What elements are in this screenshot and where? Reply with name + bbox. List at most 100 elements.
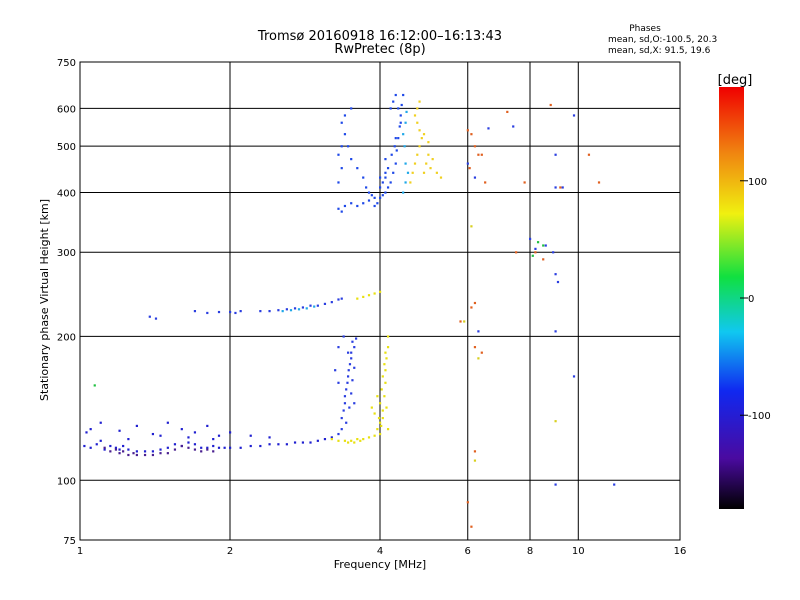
data-point <box>115 448 117 450</box>
data-point <box>286 443 288 445</box>
data-point <box>477 330 479 332</box>
data-point <box>240 447 242 449</box>
data-point <box>385 357 387 359</box>
data-point <box>395 162 397 164</box>
data-point <box>463 320 465 322</box>
data-point <box>368 436 370 438</box>
data-point <box>298 308 300 310</box>
data-point <box>324 438 326 440</box>
data-point <box>359 440 361 442</box>
y-tick-label: 600 <box>57 104 76 115</box>
data-point <box>313 305 315 307</box>
data-point <box>379 402 381 404</box>
data-point <box>394 145 396 147</box>
data-point <box>429 167 431 169</box>
data-point <box>347 352 349 354</box>
data-point <box>412 172 414 174</box>
data-point <box>350 202 352 204</box>
data-point <box>290 309 292 311</box>
data-point <box>100 422 102 424</box>
data-point <box>144 454 146 456</box>
data-point <box>259 445 261 447</box>
data-point <box>384 158 386 160</box>
data-point <box>376 202 378 204</box>
data-point <box>554 273 556 275</box>
data-point <box>613 483 615 485</box>
data-point <box>94 384 96 386</box>
data-point <box>302 441 304 443</box>
data-point <box>390 107 392 109</box>
data-point <box>404 145 406 147</box>
data-point <box>353 346 355 348</box>
data-point <box>351 379 353 381</box>
data-point <box>136 454 138 456</box>
data-point <box>187 447 189 449</box>
data-point <box>405 111 407 113</box>
data-point <box>427 141 429 143</box>
data-point <box>356 205 358 207</box>
data-point <box>392 172 394 174</box>
y-tick-label: 400 <box>57 188 76 199</box>
data-point <box>387 428 389 430</box>
data-point <box>384 176 386 178</box>
data-point <box>588 154 590 156</box>
data-point <box>351 341 353 343</box>
data-point <box>206 448 208 450</box>
data-point <box>159 435 161 437</box>
data-point <box>350 357 352 359</box>
data-point <box>401 104 403 106</box>
data-point <box>259 310 261 312</box>
data-point <box>347 375 349 377</box>
data-point <box>337 208 339 210</box>
y-axis-label: Stationary phase Virtual Height [km] <box>38 199 51 401</box>
data-point <box>152 454 154 456</box>
data-point <box>294 307 296 309</box>
data-point <box>343 409 345 411</box>
data-point <box>356 438 358 440</box>
data-point <box>425 162 427 164</box>
data-point <box>515 251 517 253</box>
data-point <box>250 445 252 447</box>
data-point <box>542 244 544 246</box>
data-point <box>149 316 151 318</box>
data-point <box>474 459 476 461</box>
data-point <box>362 438 364 440</box>
data-point <box>477 357 479 359</box>
colorbar-tick-label: -100 <box>748 411 771 422</box>
data-point <box>152 433 154 435</box>
data-point <box>200 447 202 449</box>
data-point <box>382 181 384 183</box>
data-point <box>402 133 404 135</box>
y-tick-label: 100 <box>57 476 76 487</box>
x-tick-label: 4 <box>377 546 383 557</box>
data-point <box>331 438 333 440</box>
data-point <box>432 158 434 160</box>
data-point <box>379 186 381 188</box>
data-point <box>371 194 373 196</box>
phases-title: Phases <box>629 24 661 34</box>
data-point <box>470 306 472 308</box>
colorbar-tick-label: 0 <box>748 294 754 305</box>
data-point <box>396 149 398 151</box>
data-point <box>559 186 561 188</box>
data-point <box>218 447 220 449</box>
data-point <box>194 431 196 433</box>
data-point <box>598 181 600 183</box>
data-point <box>341 428 343 430</box>
data-point <box>374 412 376 414</box>
data-point <box>423 172 425 174</box>
data-point <box>387 346 389 348</box>
data-point <box>122 450 124 452</box>
data-point <box>350 392 352 394</box>
data-point <box>118 452 120 454</box>
data-point <box>127 448 129 450</box>
data-point <box>421 137 423 139</box>
data-point <box>268 443 270 445</box>
data-point <box>382 409 384 411</box>
data-point <box>382 375 384 377</box>
data-point <box>90 447 92 449</box>
y-tick-label: 300 <box>57 248 76 259</box>
data-point <box>234 312 236 314</box>
data-point <box>524 181 526 183</box>
data-point <box>136 425 138 427</box>
